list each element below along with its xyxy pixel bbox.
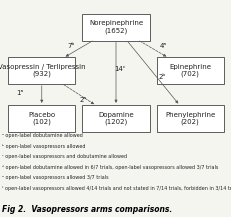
Text: 4ᵃ: 4ᵃ (159, 43, 166, 49)
Text: ᵇ open-label vasopressors allowed: ᵇ open-label vasopressors allowed (2, 144, 85, 149)
Text: Epinephrine
(702): Epinephrine (702) (168, 64, 210, 77)
Text: Phenylephrine
(202): Phenylephrine (202) (164, 112, 214, 125)
Text: 2ᵇ: 2ᵇ (158, 74, 165, 80)
Text: 2ᵃ: 2ᵃ (80, 97, 87, 103)
Text: Norepinephrine
(1652): Norepinephrine (1652) (88, 20, 143, 34)
Text: Placebo
(102): Placebo (102) (28, 112, 55, 125)
Text: 14ᶜ: 14ᶜ (113, 66, 125, 72)
FancyBboxPatch shape (82, 105, 149, 132)
Text: ᶜ open-label vasopressors and dobutamine allowed: ᶜ open-label vasopressors and dobutamine… (2, 154, 127, 159)
Text: 7ᵇ: 7ᵇ (67, 43, 74, 49)
FancyBboxPatch shape (82, 13, 149, 41)
Text: Vasopressin / Terlipressin
(932): Vasopressin / Terlipressin (932) (0, 64, 85, 77)
Text: 1ᵃ: 1ᵃ (16, 90, 23, 96)
Text: ᶠ open-label vasopressors allowed 4/14 trials and not stated in 7/14 trials, for: ᶠ open-label vasopressors allowed 4/14 t… (2, 186, 231, 191)
FancyBboxPatch shape (8, 105, 75, 132)
Text: Dopamine
(1202): Dopamine (1202) (98, 112, 133, 125)
FancyBboxPatch shape (156, 105, 223, 132)
Text: ᵈ open-label dobutamine allowed in 6/7 trials, open-label vasopressors allowed 3: ᵈ open-label dobutamine allowed in 6/7 t… (2, 165, 218, 170)
Text: ᵃ open-label dobutamine allowed: ᵃ open-label dobutamine allowed (2, 133, 83, 138)
Text: Fig 2.  Vasopressors arms comparisons.: Fig 2. Vasopressors arms comparisons. (2, 205, 172, 214)
FancyBboxPatch shape (156, 57, 223, 84)
FancyBboxPatch shape (8, 57, 75, 84)
Text: ᵉ open-label vasopressors allowed 3/7 trials: ᵉ open-label vasopressors allowed 3/7 tr… (2, 175, 109, 180)
